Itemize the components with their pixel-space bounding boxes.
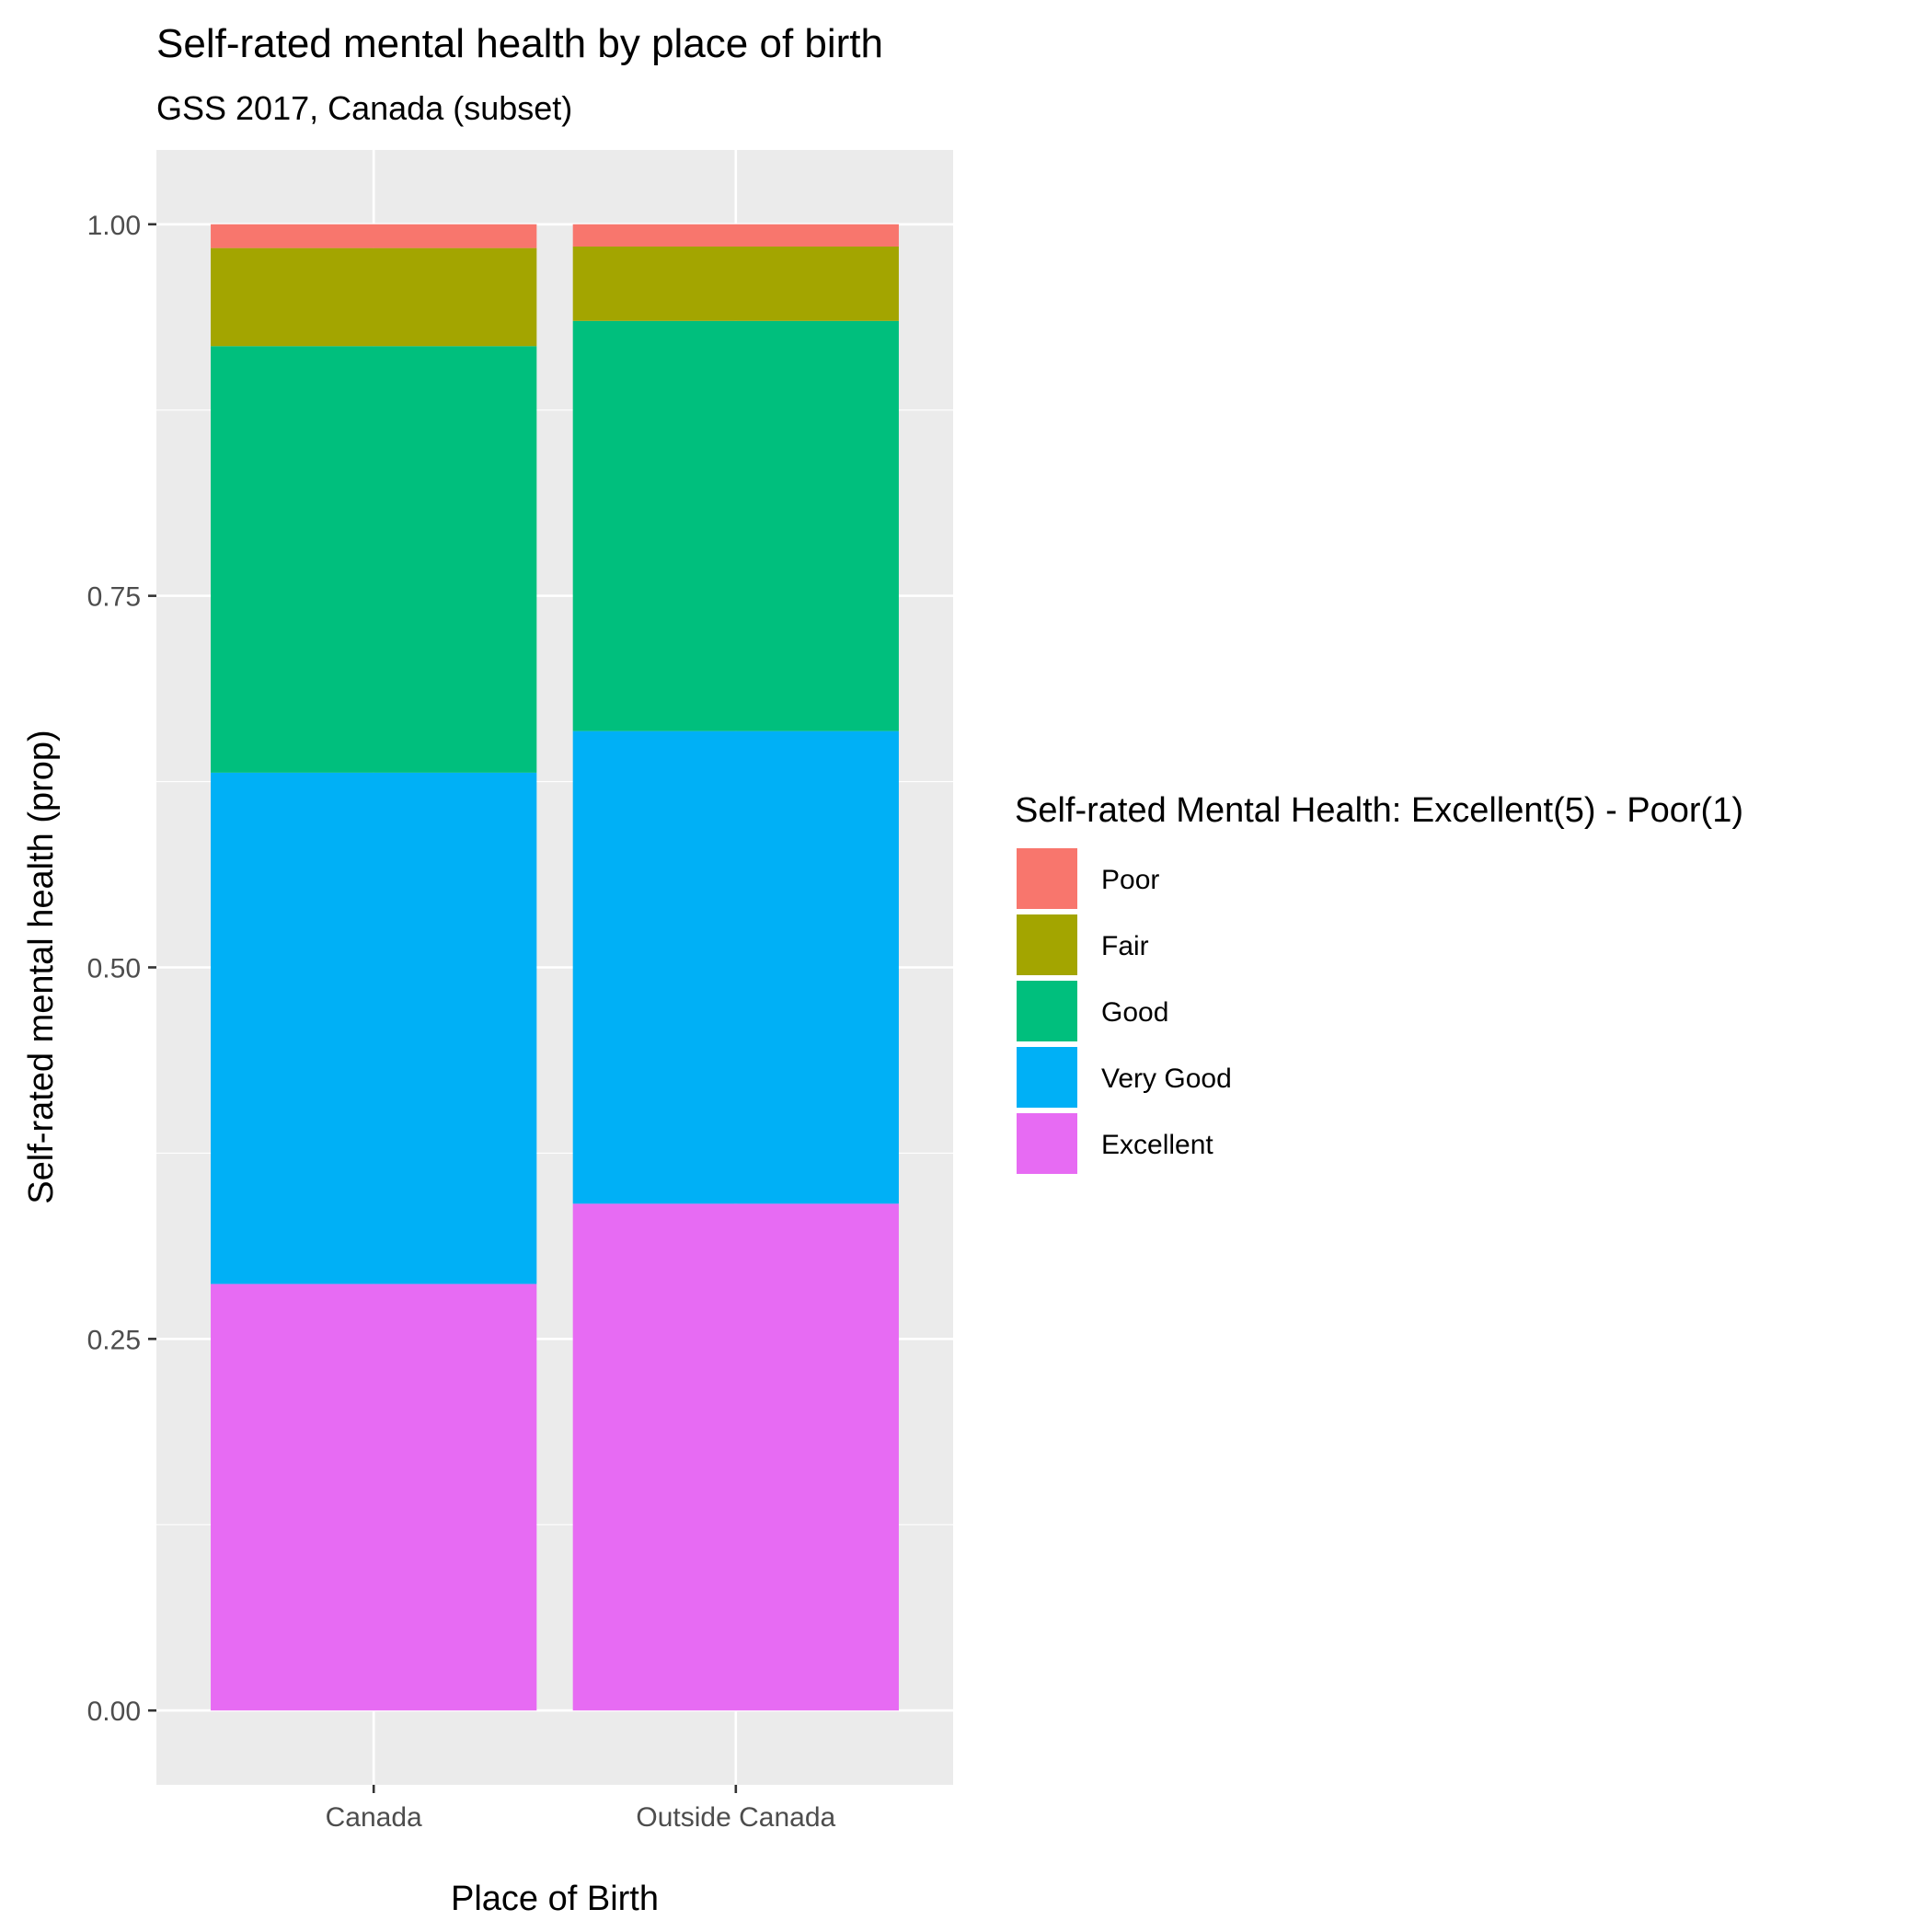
legend-title: Self-rated Mental Health: Excellent(5) -… (1015, 791, 1743, 830)
chart-subtitle: GSS 2017, Canada (subset) (156, 89, 572, 127)
legend-key-excellent (1015, 1111, 1079, 1176)
bar-segment-excellent (211, 1283, 537, 1711)
legend-items: Poor Fair Good Very Good Excellent (1015, 846, 1232, 1176)
y-tick-label: 0.00 (87, 1696, 141, 1727)
legend-key-good (1015, 979, 1079, 1043)
x-tick-label: Outside Canada (636, 1802, 835, 1833)
bar-segment-good (211, 346, 537, 773)
legend-label: Excellent (1101, 1130, 1213, 1160)
legend: Self-rated Mental Health: Excellent(5) -… (1015, 791, 1743, 1176)
bar-segment-very-good (211, 772, 537, 1284)
chart-title: Self-rated mental health by place of bir… (156, 21, 883, 66)
bar-segment-fair (211, 247, 537, 347)
bar-segment-good (572, 320, 899, 731)
bars (211, 224, 899, 1711)
legend-label: Fair (1101, 931, 1149, 961)
y-tick-label: 1.00 (87, 211, 141, 241)
x-tick-label: Canada (326, 1802, 422, 1833)
legend-key-poor (1015, 846, 1079, 911)
y-tick-label: 0.50 (87, 954, 141, 984)
bar-segment-fair (572, 247, 899, 321)
y-axis: 0.00 0.25 0.50 0.75 1.00 (87, 211, 156, 1727)
bar-segment-excellent (572, 1203, 899, 1711)
y-axis-title: Self-rated mental health (prop) (22, 730, 61, 1203)
legend-label: Good (1101, 997, 1168, 1028)
bar-segment-very-good (572, 730, 899, 1204)
bar-segment-poor (211, 224, 537, 248)
legend-key-very-good (1015, 1045, 1079, 1110)
legend-label: Poor (1101, 865, 1159, 895)
x-axis-title: Place of Birth (451, 1880, 659, 1918)
legend-key-fair (1015, 913, 1079, 977)
y-tick-label: 0.75 (87, 582, 141, 613)
bar-segment-poor (572, 224, 899, 247)
x-axis: Canada Outside Canada (326, 1785, 836, 1833)
y-tick-label: 0.25 (87, 1325, 141, 1355)
legend-label: Very Good (1101, 1064, 1232, 1094)
